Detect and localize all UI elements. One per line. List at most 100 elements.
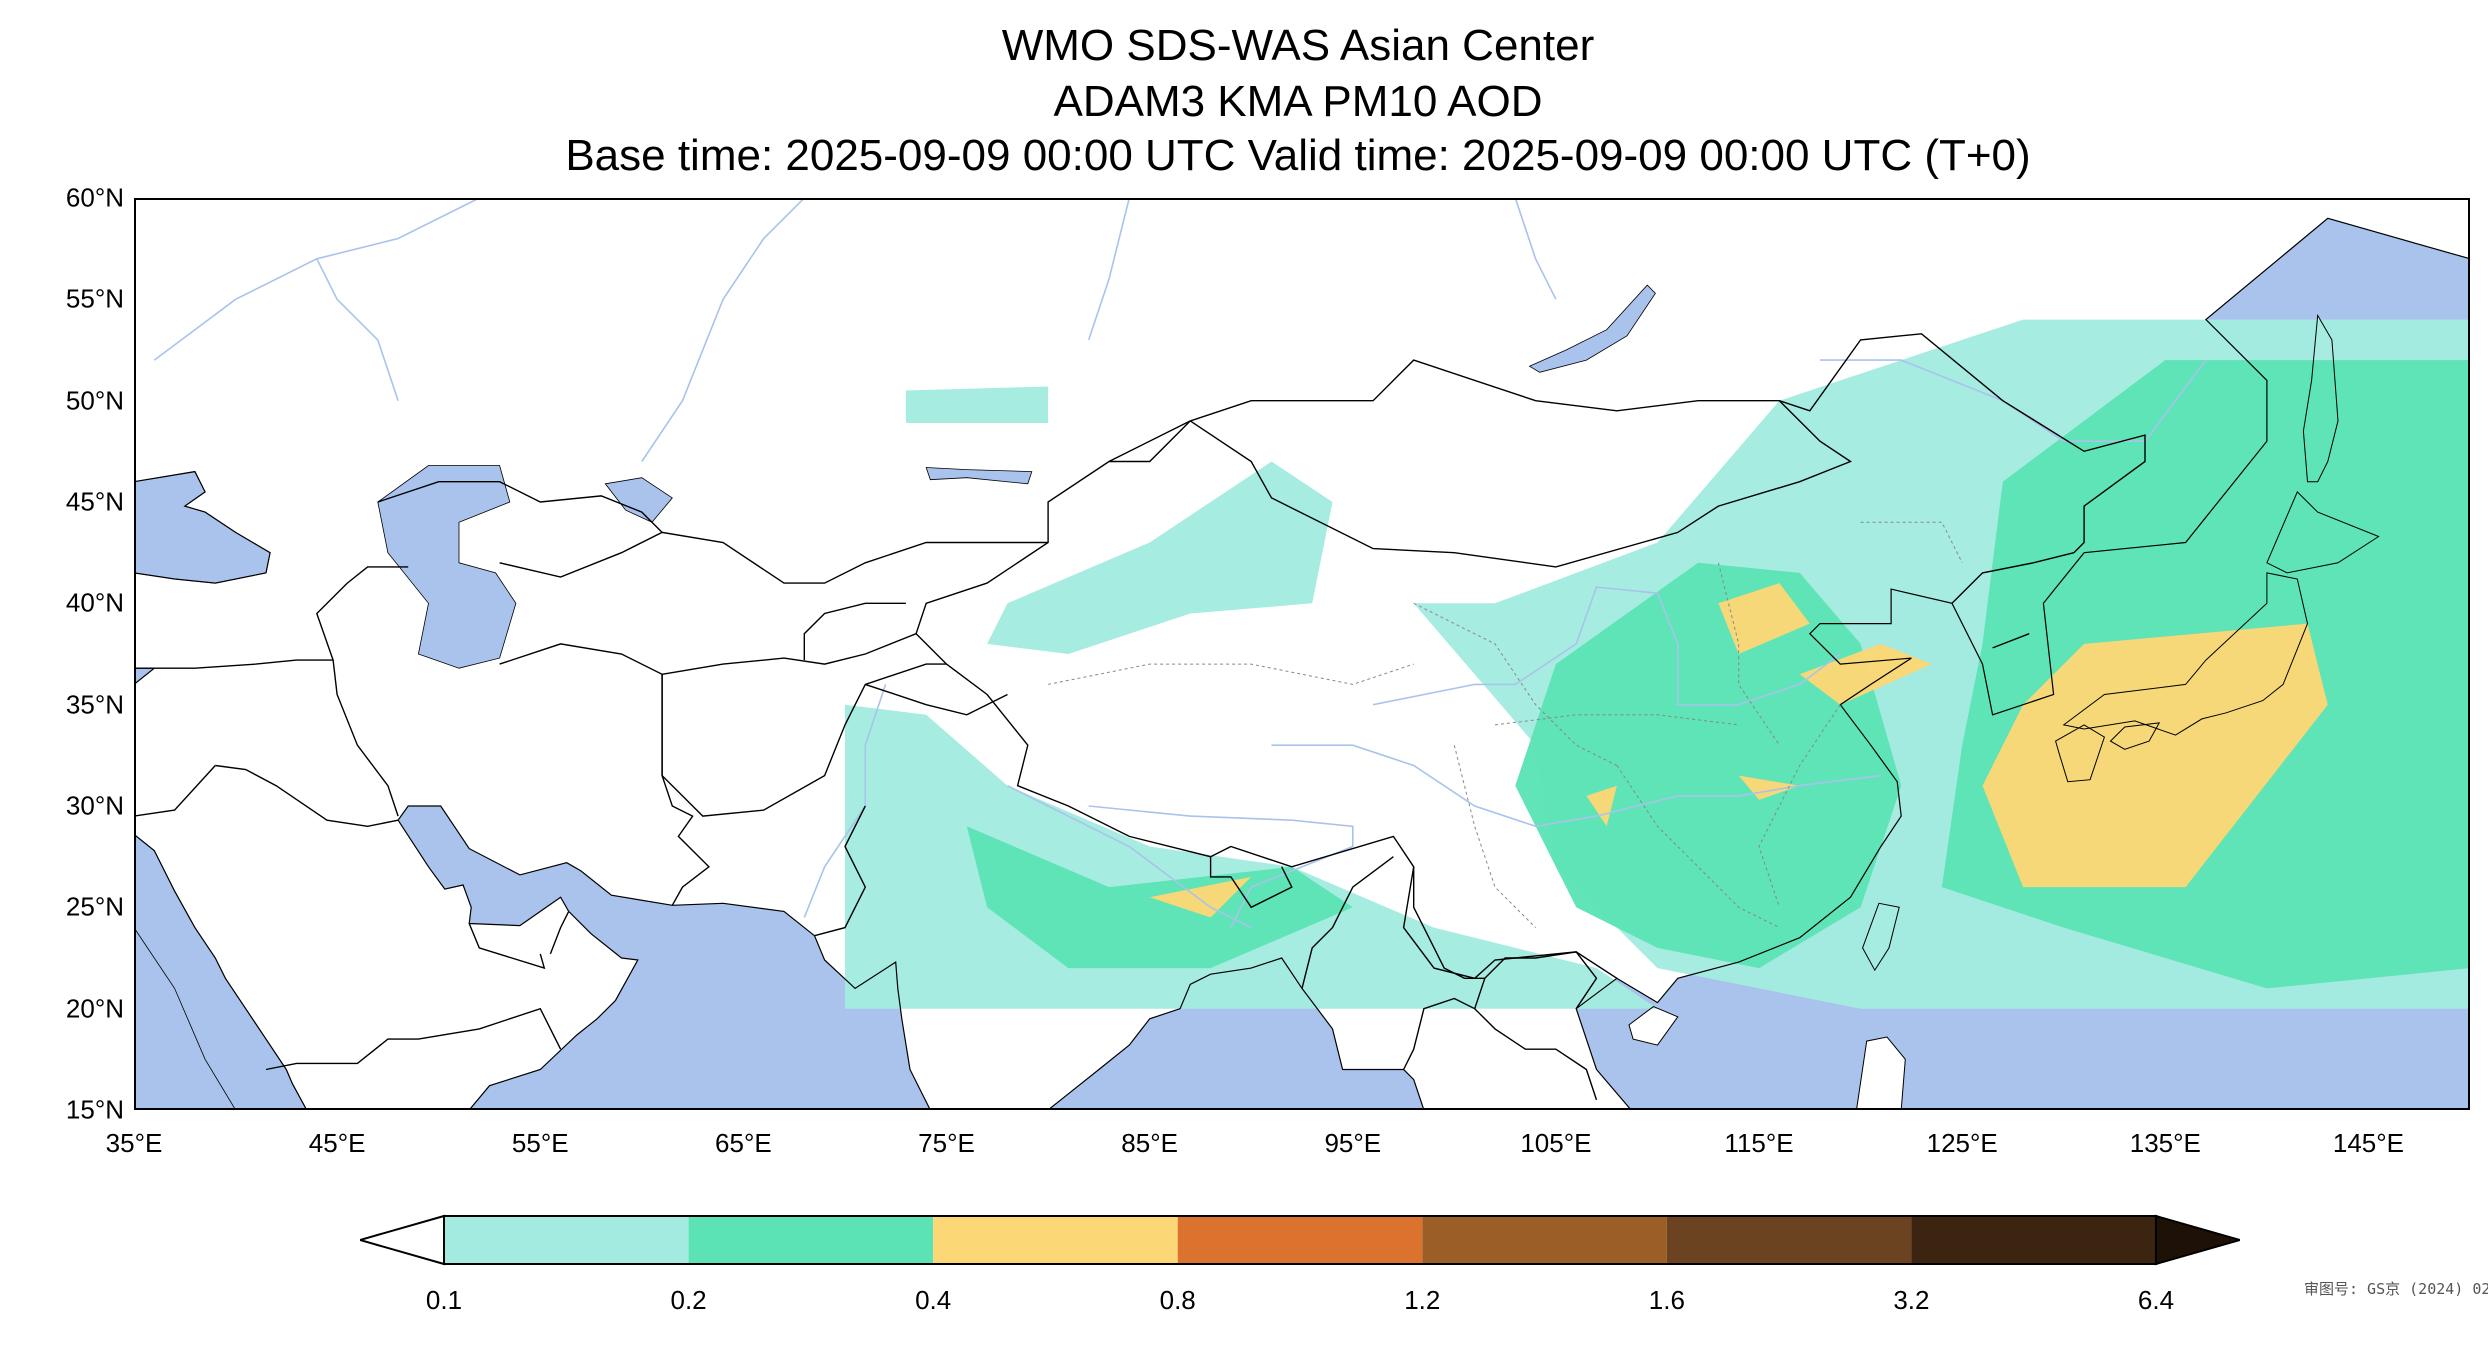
border-23 bbox=[1484, 951, 1598, 1010]
river-6 bbox=[1087, 198, 1131, 341]
border-9 bbox=[865, 683, 1008, 716]
colorbar-bin-0 bbox=[444, 1216, 689, 1264]
aod-region-12 bbox=[1149, 876, 1252, 918]
border-10 bbox=[814, 805, 867, 937]
coastline-land-kyushu bbox=[2055, 724, 2106, 783]
river-0 bbox=[1271, 744, 1881, 828]
rivers-layer bbox=[153, 198, 2207, 929]
border-25 bbox=[803, 602, 906, 661]
border-6 bbox=[661, 633, 917, 675]
colorbar-under-triangle bbox=[360, 1214, 445, 1266]
lon-tick-label: 65°E bbox=[715, 1128, 772, 1158]
province-line-1 bbox=[1494, 714, 1739, 726]
colorbar-frame bbox=[443, 1215, 2157, 1265]
lon-tick-label: 55°E bbox=[511, 1128, 569, 1158]
lat-tick-label: 40°N bbox=[65, 587, 124, 618]
border-24 bbox=[1474, 1008, 1598, 1101]
coastline-land-taiwan bbox=[1862, 902, 1900, 972]
river-1 bbox=[1372, 586, 1841, 706]
province-line-7 bbox=[1048, 663, 1414, 685]
border-18 bbox=[549, 911, 570, 955]
aod-field-layer bbox=[845, 319, 2470, 1009]
colorbar-tick-label: 0.1 bbox=[425, 1285, 463, 1315]
lon-tick-label: 105°E bbox=[1520, 1128, 1592, 1158]
border-2 bbox=[915, 420, 1618, 980]
colorbar-over-triangle bbox=[2155, 1214, 2240, 1266]
lat-tick-label: 45°N bbox=[65, 486, 124, 517]
lon-tick-label: 35°E bbox=[105, 1128, 163, 1158]
province-line-3 bbox=[1453, 745, 1536, 928]
aral-sea bbox=[604, 477, 673, 523]
coastline-land-honshu bbox=[2062, 572, 2309, 736]
colorbar-tick-label: 3.2 bbox=[1893, 1285, 1930, 1315]
border-17 bbox=[468, 923, 546, 970]
border-16 bbox=[265, 1007, 562, 1071]
aod-region-9 bbox=[1982, 623, 2328, 888]
river-2 bbox=[1007, 784, 1252, 929]
aod-region-0 bbox=[905, 386, 1049, 423]
border-20 bbox=[1209, 856, 1293, 909]
lake-baikal bbox=[1528, 284, 1656, 373]
colorbar-bin-2 bbox=[933, 1216, 1178, 1264]
border-3 bbox=[1951, 552, 2075, 604]
lon-tick-label: 115°E bbox=[1724, 1128, 1794, 1158]
colorbar-tick-label: 0.2 bbox=[670, 1285, 707, 1315]
colorbar-bin-3 bbox=[1177, 1216, 1423, 1264]
border-8 bbox=[377, 481, 663, 533]
coastline-eurasia bbox=[134, 198, 2470, 1110]
lon-tick-label: 125°E bbox=[1926, 1128, 1998, 1158]
lat-tick-label: 15°N bbox=[65, 1094, 124, 1125]
lat-tick-label: 25°N bbox=[65, 891, 124, 922]
coastline-land-luzon bbox=[1855, 1036, 1906, 1110]
border-11 bbox=[661, 674, 710, 906]
map-frame bbox=[134, 198, 2470, 1110]
lon-tick-label: 75°E bbox=[918, 1128, 975, 1158]
country-borders-layer bbox=[134, 198, 2470, 1110]
coastline-land-sakhalin bbox=[2302, 313, 2339, 483]
colorbar-tick-label: 6.4 bbox=[2137, 1285, 2175, 1315]
coastline-land-hokkaido bbox=[2266, 491, 2380, 574]
river-10 bbox=[316, 258, 399, 401]
lat-tick-label: 50°N bbox=[65, 385, 124, 416]
border-14 bbox=[215, 764, 399, 828]
border-19 bbox=[1109, 420, 1191, 463]
land-luzon bbox=[1856, 1037, 1906, 1110]
aod-region-1 bbox=[987, 461, 1333, 654]
aod-region-11 bbox=[1586, 785, 1617, 827]
colorbar-tick-label: 1.2 bbox=[1404, 1285, 1441, 1315]
lat-tick-label: 35°N bbox=[65, 689, 124, 720]
lon-tick-label: 95°E bbox=[1324, 1128, 1382, 1158]
map-panel: 审图号: GS京 (2024) 0236号 bbox=[134, 198, 2488, 1298]
lon-tick-label: 135°E bbox=[2129, 1128, 2201, 1158]
coastline-land-shikoku bbox=[2109, 722, 2161, 750]
border-0 bbox=[1190, 333, 2146, 554]
border-15 bbox=[134, 765, 216, 817]
lat-tick-label: 60°N bbox=[65, 182, 124, 213]
river-5 bbox=[641, 198, 805, 462]
province-line-0 bbox=[1413, 602, 1618, 766]
border-7 bbox=[499, 531, 1049, 584]
aod-region-4 bbox=[1515, 562, 1902, 969]
province-line-4 bbox=[1717, 562, 1780, 746]
river-4 bbox=[1088, 805, 1354, 928]
forecast-time-title: Base time: 2025-09-09 00:00 UTC Valid ti… bbox=[565, 131, 2031, 180]
lon-tick-label: 45°E bbox=[308, 1128, 366, 1158]
river-7 bbox=[1514, 198, 1557, 300]
lake-balkhash bbox=[925, 467, 1033, 485]
colorbar-tick-label: 1.6 bbox=[1648, 1285, 1685, 1315]
province-line-5 bbox=[1758, 704, 1841, 908]
border-1 bbox=[1189, 400, 1852, 568]
figure-title: WMO SDS-WAS Asian Center bbox=[1001, 21, 1595, 70]
lon-tick-label: 85°E bbox=[1121, 1128, 1178, 1158]
lon-tick-label: 145°E bbox=[2332, 1128, 2404, 1158]
colorbar-bin-4 bbox=[1422, 1216, 1667, 1264]
river-9 bbox=[153, 198, 480, 361]
coastline-land-hainan bbox=[1628, 1006, 1679, 1046]
figure-subtitle: ADAM3 KMA PM10 AOD bbox=[1053, 77, 1543, 126]
colorbar bbox=[360, 1214, 2240, 1266]
border-4 bbox=[1992, 633, 2030, 649]
caspian-sea bbox=[377, 465, 517, 669]
aod-region-7 bbox=[1718, 583, 1810, 654]
aod-map bbox=[134, 198, 2470, 1110]
